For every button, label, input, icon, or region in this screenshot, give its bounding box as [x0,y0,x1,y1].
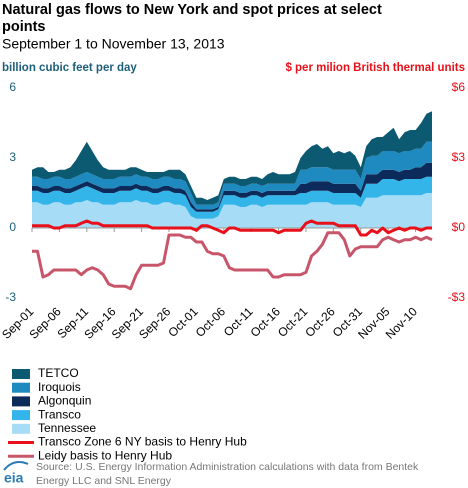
chart-subtitle: September 1 to November 13, 2013 [2,36,225,52]
x-tick-label: Oct-21 [275,304,311,340]
y2-tick-label: $3 [452,150,466,164]
y2-tick-label: $0 [452,220,466,234]
legend-swatch [12,423,30,434]
y2-tick-label: -$3 [448,290,466,304]
legend-swatch [12,382,30,393]
source: Energy LLC and SNL Energy [36,475,172,487]
area [32,193,432,228]
source: Source: U.S. Energy Information Administ… [36,461,419,473]
y-tick-label: 0 [9,220,16,234]
legend-swatch [12,410,30,421]
x-tick-label: Oct-26 [302,304,338,340]
x-tick-label: Nov-10 [383,304,420,341]
logo: eia [3,461,29,486]
legend-label: Transco [38,407,81,421]
legend-label: Tennessee [38,421,96,435]
y2-axis-label: $ per milion British thermal units [285,62,465,74]
x-tick-label: Oct-06 [193,304,229,340]
x-tick-label: Oct-16 [248,304,284,340]
area [32,141,432,210]
area [32,176,432,219]
legend-label: Iroquois [38,380,81,394]
x-tick-label: Sep-26 [136,304,173,341]
legend-swatch [12,369,30,379]
y2-tick-label: $6 [452,80,466,94]
chart-title: points [2,19,46,35]
legend-label: Leidy basis to Henry Hub [38,448,172,462]
line [32,219,432,237]
area [32,111,432,205]
chart-title: Natural gas flows to New York and spot p… [2,2,382,18]
area [32,162,432,212]
y-tick-label: 3 [9,150,16,164]
y-tick-label: -3 [5,290,16,304]
legend-swatch [12,396,30,407]
y-tick-label: 6 [9,80,16,94]
y-axis-label: billion cubic feet per day [2,62,137,74]
line [32,231,433,291]
x-tick-label: Oct-01 [165,304,201,340]
legend-label: Algonquin [38,394,91,408]
legend-label: TETCO [38,366,79,380]
logo-text: eia [4,470,24,486]
legend-label: Transco Zone 6 NY basis to Henry Hub [38,435,247,449]
